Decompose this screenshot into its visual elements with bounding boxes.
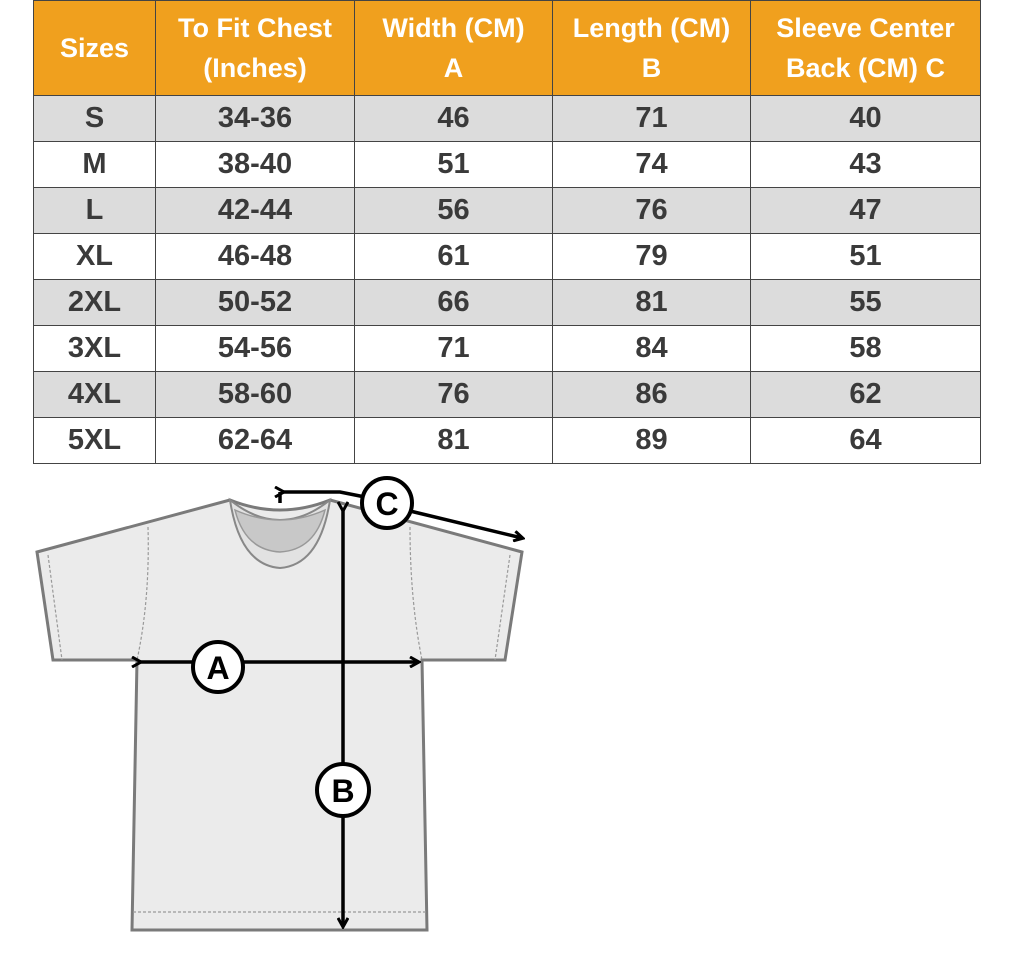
table-cell: 43: [750, 141, 981, 188]
table-row: 3XL 54-56 71 84 58: [33, 325, 981, 372]
table-cell: 55: [750, 279, 981, 326]
table-cell: 71: [354, 325, 553, 372]
label-b-circle: B: [315, 762, 371, 818]
table-row: 4XL 58-60 76 86 62: [33, 371, 981, 418]
table-cell: 66: [354, 279, 553, 326]
table-cell: 40: [750, 95, 981, 142]
table-cell: 38-40: [155, 141, 355, 188]
table-cell: 2XL: [33, 279, 156, 326]
table-cell: 47: [750, 187, 981, 234]
table-cell: S: [33, 95, 156, 142]
table-cell: L: [33, 187, 156, 234]
table-cell: 50-52: [155, 279, 355, 326]
table-cell: 4XL: [33, 371, 156, 418]
table-cell: 34-36: [155, 95, 355, 142]
table-cell: 51: [750, 233, 981, 280]
column-header-line1: Length (CM): [572, 13, 731, 43]
table-cell: 46-48: [155, 233, 355, 280]
table-cell: 62-64: [155, 417, 355, 464]
size-chart-table: Sizes To Fit Chest (Inches) Width (CM) A Leng…: [33, 0, 981, 464]
table-row: L 42-44 56 76 47: [33, 187, 981, 234]
label-a-circle: A: [191, 640, 245, 694]
table-row: XL 46-48 61 79 51: [33, 233, 981, 280]
table-cell: XL: [33, 233, 156, 280]
column-header-line1: Sleeve Center: [776, 13, 955, 43]
column-header: Length (CM) B: [552, 0, 751, 96]
column-header: To Fit Chest (Inches): [155, 0, 355, 96]
table-cell: 54-56: [155, 325, 355, 372]
tshirt-outline: [35, 498, 524, 932]
table-cell: 84: [552, 325, 751, 372]
table-cell: 3XL: [33, 325, 156, 372]
column-header-line1: To Fit Chest: [178, 13, 332, 43]
label-b: B: [331, 773, 354, 809]
column-header-line2: Back (CM) C: [785, 53, 946, 83]
column-header-line1: Sizes: [59, 33, 130, 63]
table-cell: 5XL: [33, 417, 156, 464]
column-header-line2: A: [443, 53, 464, 83]
table-cell: M: [33, 141, 156, 188]
column-header: Width (CM) A: [354, 0, 553, 96]
label-c-circle: C: [360, 476, 414, 530]
table-cell: 86: [552, 371, 751, 418]
collar-inner: [233, 508, 327, 553]
table-row: 2XL 50-52 66 81 55: [33, 279, 981, 326]
table-cell: 51: [354, 141, 553, 188]
table-cell: 81: [354, 417, 553, 464]
column-header-line2: (Inches): [203, 53, 307, 83]
label-a: A: [206, 650, 229, 686]
column-header-line1: Width (CM): [382, 13, 525, 43]
arrow-c: [283, 492, 366, 499]
table-cell: 42-44: [155, 187, 355, 234]
table-cell: 62: [750, 371, 981, 418]
table-cell: 74: [552, 141, 751, 188]
table-row: S 34-36 46 71 40: [33, 95, 981, 142]
table-cell: 56: [354, 187, 553, 234]
table-cell: 64: [750, 417, 981, 464]
label-c: C: [375, 486, 398, 522]
table-cell: 76: [552, 187, 751, 234]
table-cell: 89: [552, 417, 751, 464]
table-cell: 76: [354, 371, 553, 418]
column-header: Sleeve Center Back (CM) C: [750, 0, 981, 96]
table-cell: 81: [552, 279, 751, 326]
table-cell: 61: [354, 233, 553, 280]
table-row: 5XL 62-64 81 89 64: [33, 417, 981, 464]
table-cell: 58: [750, 325, 981, 372]
seams: [47, 526, 511, 913]
table-cell: 71: [552, 95, 751, 142]
column-header-line2: B: [641, 53, 662, 83]
table-cell: 58-60: [155, 371, 355, 418]
header-row: Sizes To Fit Chest (Inches) Width (CM) A Leng…: [33, 0, 981, 96]
column-header: Sizes: [33, 0, 156, 96]
table-row: M 38-40 51 74 43: [33, 141, 981, 188]
